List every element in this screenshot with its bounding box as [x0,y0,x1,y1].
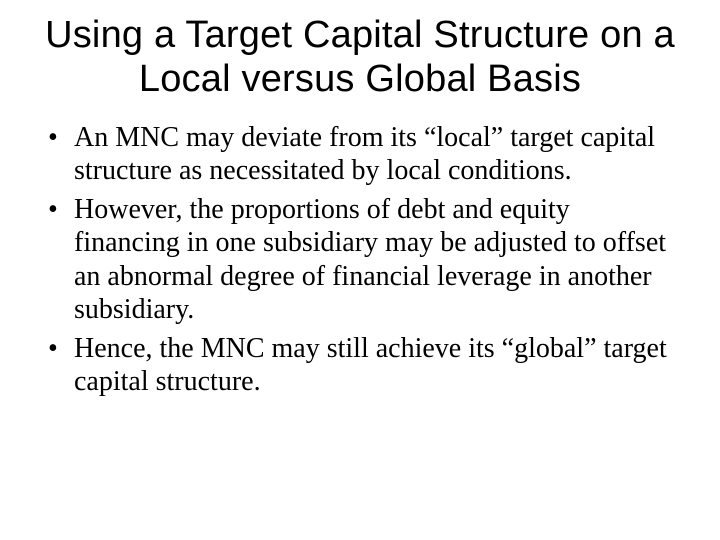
list-item: Hence, the MNC may still achieve its “gl… [48,332,678,398]
slide: Using a Target Capital Structure on a Lo… [0,0,720,540]
list-item: An MNC may deviate from its “local” targ… [48,121,678,187]
slide-title: Using a Target Capital Structure on a Lo… [30,14,690,101]
list-item: However, the proportions of debt and equ… [48,193,678,325]
bullet-list: An MNC may deviate from its “local” targ… [30,121,690,397]
